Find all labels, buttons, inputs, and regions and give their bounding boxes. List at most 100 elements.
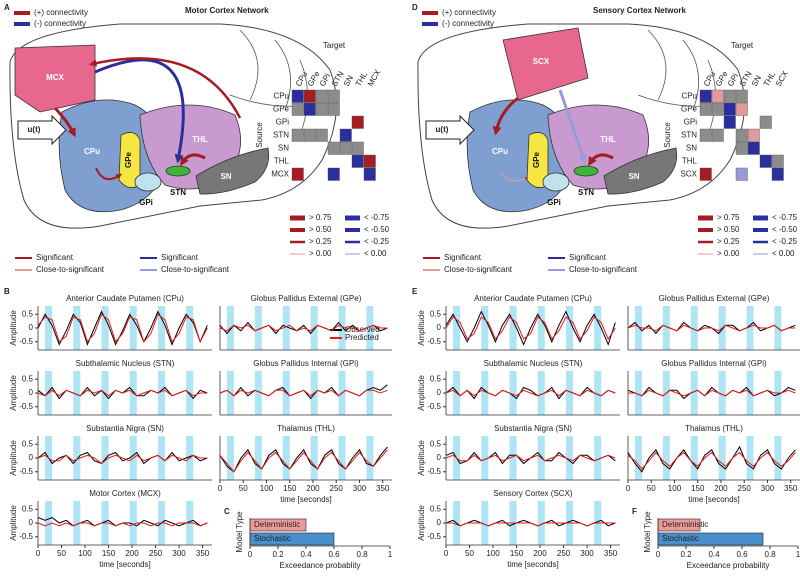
x-tick-label: 0 — [36, 549, 41, 558]
y-tick-label: -0.5 — [427, 532, 441, 541]
category-label: Stochastic — [254, 534, 291, 543]
matrix-cell — [724, 90, 736, 103]
y-axis-label: Amplitude — [417, 375, 426, 411]
x-tick-label: 150 — [510, 549, 524, 558]
matrix-cell — [772, 168, 784, 181]
significance-label: Close-to-significant — [569, 265, 638, 274]
y-tick-label: 0 — [29, 323, 34, 332]
region-label: CPu — [492, 147, 508, 156]
x-tick-label: 0.2 — [680, 550, 692, 559]
y-tick-label: -0.5 — [427, 402, 441, 411]
x-tick-label: 100 — [668, 484, 682, 493]
x-tick-label: 1 — [796, 550, 800, 559]
y-tick-label: 0.5 — [22, 309, 34, 318]
matrix-cell — [304, 129, 316, 142]
matrix-cell — [712, 129, 724, 142]
stimulus-block — [73, 306, 80, 350]
matrix-row-label: GPe — [681, 105, 698, 114]
stimulus-block — [453, 306, 460, 350]
stimulus-block — [509, 306, 516, 350]
x-tick-label: 250 — [330, 484, 344, 493]
legend-label: (+) connectivity — [34, 8, 88, 17]
y-tick-label: -0.5 — [19, 532, 33, 541]
matrix-cell — [724, 116, 736, 129]
x-tick-label: 0 — [656, 550, 661, 559]
matrix-row-label: GPe — [273, 105, 290, 114]
region-label: THL — [192, 135, 208, 144]
x-tick-label: 0 — [626, 484, 631, 493]
stimulus-block — [366, 371, 373, 415]
matrix-row-label: CPu — [273, 92, 289, 101]
x-tick-label: 200 — [125, 549, 139, 558]
x-tick-label: 250 — [557, 549, 571, 558]
significance-label: Significant — [444, 253, 482, 262]
stimulus-block — [45, 306, 52, 350]
region-label: SCX — [533, 57, 550, 66]
significance-label: Significant — [36, 253, 74, 262]
x-tick-label: 50 — [465, 549, 474, 558]
y-tick-label: 0 — [437, 518, 442, 527]
y-tick-label: 0 — [29, 518, 34, 527]
panel-label: B — [4, 287, 10, 296]
series-line — [628, 447, 795, 472]
x-tick-label: 200 — [533, 549, 547, 558]
x-axis-label: Exceedance probablity — [280, 561, 361, 570]
stimulus-block — [691, 436, 698, 480]
matrix-cell — [736, 90, 748, 103]
y-tick-label: -0.5 — [19, 337, 33, 346]
threshold-label: < 0.00 — [772, 249, 795, 258]
panel-label: D — [412, 3, 418, 12]
panel-label: A — [4, 3, 10, 12]
y-tick-label: 0.5 — [430, 439, 442, 448]
matrix-row-label: STN — [681, 131, 697, 140]
matrix-cell — [328, 90, 340, 103]
significance-label: Close-to-significant — [36, 265, 105, 274]
matrix-row-label: THL — [682, 157, 698, 166]
matrix-cell — [328, 168, 340, 181]
threshold-label: > 0.25 — [309, 237, 332, 246]
x-axis-label: time [seconds] — [507, 560, 559, 569]
chart-title: Thalamus (THL) — [277, 424, 335, 433]
threshold-label: < -0.75 — [772, 213, 798, 222]
significance-label: Significant — [161, 253, 199, 262]
stimulus-block — [719, 436, 726, 480]
x-tick-label: 100 — [78, 549, 92, 558]
significance-label: Close-to-significant — [444, 265, 513, 274]
x-tick-label: 0.6 — [736, 550, 748, 559]
x-tick-label: 1 — [388, 550, 393, 559]
region-label: GPe — [124, 151, 133, 168]
matrix-cell — [736, 142, 748, 155]
matrix-axis-label: Source — [255, 122, 264, 148]
x-tick-label: 200 — [714, 484, 728, 493]
y-tick-label: 0 — [29, 453, 34, 462]
chart-title: Globus Pallidus External (GPe) — [251, 294, 362, 303]
threshold-label: > 0.50 — [309, 225, 332, 234]
series-line — [628, 388, 795, 399]
matrix-cell — [724, 103, 736, 116]
x-tick-label: 300 — [580, 549, 594, 558]
x-tick-label: 0.8 — [764, 550, 776, 559]
y-tick-label: 0.5 — [430, 374, 442, 383]
y-axis-label: Amplitude — [9, 505, 18, 541]
x-tick-label: 0 — [444, 549, 449, 558]
matrix-axis-label: Source — [663, 122, 672, 148]
matrix-cell — [364, 168, 376, 181]
x-axis-label: Exceedance probability — [687, 561, 770, 570]
y-tick-label: 0.5 — [22, 439, 34, 448]
matrix-cell — [352, 116, 364, 129]
stimulus-block — [339, 436, 346, 480]
threshold-label: < -0.75 — [364, 213, 390, 222]
threshold-label: > 0.00 — [309, 249, 332, 258]
region-label: GPe — [532, 151, 541, 168]
category-label: Deterministic — [662, 520, 708, 529]
chart-title: Subthalamic Nucleus (STN) — [76, 359, 175, 368]
stimulus-block — [635, 436, 642, 480]
region-label: MCX — [46, 73, 64, 82]
matrix-cell — [760, 116, 772, 129]
chart-title: Globus Pallidus Internal (GPi) — [661, 359, 767, 368]
series-line — [446, 312, 615, 345]
x-tick-label: 250 — [149, 549, 163, 558]
significance-label: Significant — [569, 253, 607, 262]
region-label: SN — [220, 172, 231, 181]
